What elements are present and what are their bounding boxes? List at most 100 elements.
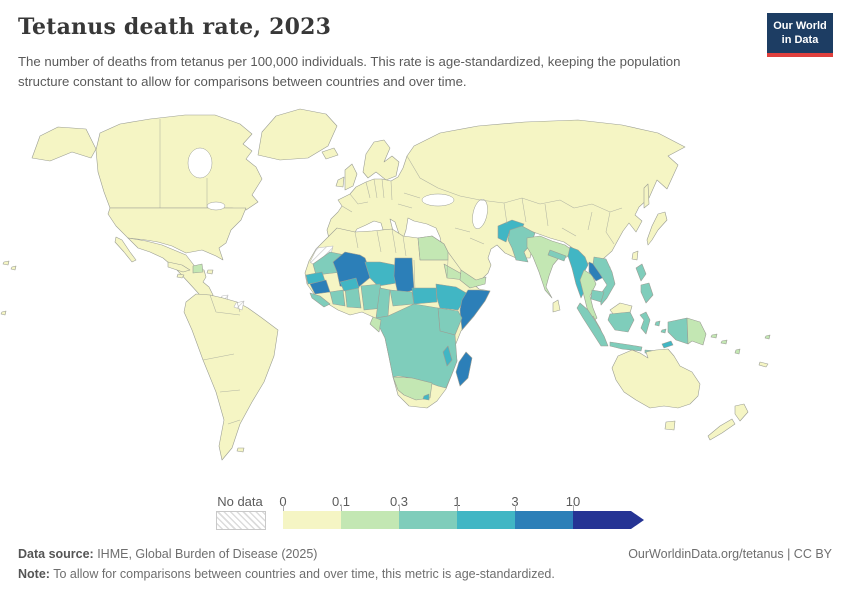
region-iceland[interactable] [321, 147, 339, 160]
region-moluccas[interactable] [654, 320, 667, 334]
legend-tick-mark [515, 505, 516, 511]
region-papua-new-guinea[interactable] [686, 317, 707, 346]
footer: Data source: IHME, Global Burden of Dise… [18, 544, 832, 584]
region-sri-lanka[interactable] [552, 299, 561, 313]
footer-source-line: Data source: IHME, Global Burden of Dise… [18, 544, 832, 564]
region-south-america[interactable] [183, 293, 279, 461]
region-hawaii[interactable] [2, 260, 17, 271]
region-falkland-islands[interactable] [236, 447, 245, 453]
legend-tick-label: 0 [279, 494, 287, 509]
owid-logo-line1: Our World [773, 20, 827, 32]
region-philippines[interactable] [635, 263, 654, 304]
footer-source-text: IHME, Global Burden of Disease (2025) [93, 547, 318, 561]
page-title: Tetanus death rate, 2023 [18, 14, 332, 40]
region-mexico-central-america[interactable] [127, 237, 214, 301]
legend-bin-0[interactable] [283, 511, 341, 529]
region-pacific-islet[interactable] [0, 310, 7, 316]
owid-logo-line2: in Data [781, 34, 819, 47]
footer-note-label: Note: [18, 567, 50, 581]
owid-logo[interactable]: Our World in Data [767, 13, 833, 57]
region-timor-leste[interactable] [661, 340, 674, 349]
region-fiji[interactable] [764, 334, 771, 340]
region-cambodia[interactable] [590, 289, 605, 303]
region-solomon-islands[interactable] [710, 333, 728, 345]
world-map [0, 96, 850, 488]
footer-note-text: To allow for comparisons between countri… [49, 567, 555, 581]
region-baja-california[interactable] [114, 236, 137, 263]
caspian-sea [472, 199, 488, 229]
legend-no-data-swatch[interactable] [216, 511, 266, 530]
region-hispaniola[interactable] [192, 263, 204, 274]
region-sakhalin[interactable] [643, 183, 650, 209]
legend-bin-5[interactable] [573, 511, 631, 529]
region-india[interactable] [526, 235, 573, 299]
region-japan[interactable] [646, 211, 668, 246]
region-borneo-indonesia[interactable] [607, 311, 635, 333]
region-yemen[interactable] [459, 269, 487, 289]
region-tasmania[interactable] [664, 420, 676, 431]
region-sulawesi[interactable] [639, 311, 651, 335]
legend-tick-mark [573, 505, 574, 511]
legend-tick-label: 0.3 [389, 494, 409, 509]
region-pakistan[interactable] [507, 225, 536, 263]
map-legend: No data 0 0.1 0.3 1 3 10 [0, 492, 850, 532]
page-subtitle: The number of deaths from tetanus per 10… [18, 54, 681, 89]
legend-bin-2[interactable] [399, 511, 457, 529]
legend-bin-4[interactable] [515, 511, 573, 529]
region-gabon-eq-guinea[interactable] [369, 316, 382, 333]
region-australia[interactable] [611, 348, 701, 409]
region-ethiopia[interactable] [435, 283, 469, 311]
region-nepal[interactable] [547, 249, 567, 262]
legend-tick-label: 3 [511, 494, 519, 509]
region-greenland[interactable] [257, 108, 338, 161]
region-burkina-faso[interactable] [339, 277, 360, 292]
region-ireland[interactable] [335, 176, 345, 188]
legend-color-bar [283, 511, 644, 529]
region-taiwan[interactable] [631, 250, 639, 261]
region-new-caledonia[interactable] [758, 361, 769, 368]
country-borders-decorative [159, 119, 623, 425]
region-jamaica[interactable] [176, 273, 185, 279]
region-cote-divoire[interactable] [329, 289, 346, 307]
legend-tick-mark [283, 505, 284, 511]
region-sierra-leone-liberia[interactable] [309, 292, 331, 308]
region-french-guiana[interactable] [233, 300, 245, 311]
region-java[interactable] [609, 341, 643, 352]
legend-bin-1[interactable] [341, 511, 399, 529]
region-scandinavia[interactable] [362, 139, 400, 181]
region-madagascar[interactable] [455, 351, 473, 387]
region-somalia[interactable] [459, 289, 491, 331]
black-sea [421, 193, 455, 207]
region-central-african-republic[interactable] [389, 289, 415, 307]
legend-tick-mark [399, 505, 400, 511]
region-canada[interactable] [95, 114, 263, 211]
region-usa[interactable] [107, 207, 247, 261]
region-new-zealand-north[interactable] [734, 403, 749, 422]
region-eurasia[interactable] [326, 119, 686, 288]
region-vietnam[interactable] [592, 256, 616, 306]
region-puerto-rico[interactable] [206, 269, 214, 275]
footer-note-line: Note: To allow for comparisons between c… [18, 564, 832, 584]
legend-tick-label: 1 [453, 494, 461, 509]
region-south-sudan[interactable] [411, 287, 438, 305]
region-alaska[interactable] [31, 126, 97, 162]
legend-bin-3[interactable] [457, 511, 515, 529]
region-chad[interactable] [393, 257, 415, 295]
footer-attribution-link[interactable]: OurWorldinData.org/tetanus | CC BY [628, 547, 832, 561]
legend-tick-mark [457, 505, 458, 511]
legend-open-ended-arrow [631, 511, 644, 529]
region-central-southern-africa[interactable] [375, 303, 458, 389]
region-cuba[interactable] [167, 261, 191, 273]
region-thailand[interactable] [579, 269, 598, 323]
region-united-kingdom[interactable] [344, 163, 358, 191]
region-new-zealand-south[interactable] [707, 418, 736, 441]
hudson-bay [187, 147, 213, 179]
region-lesotho[interactable] [422, 393, 430, 401]
region-vanuatu[interactable] [734, 348, 741, 355]
region-malawi[interactable] [442, 345, 453, 367]
region-sumatra[interactable] [576, 302, 609, 347]
choropleth-svg [0, 108, 771, 461]
legend-tick-mark [341, 505, 342, 511]
region-west-papua[interactable] [667, 317, 689, 345]
